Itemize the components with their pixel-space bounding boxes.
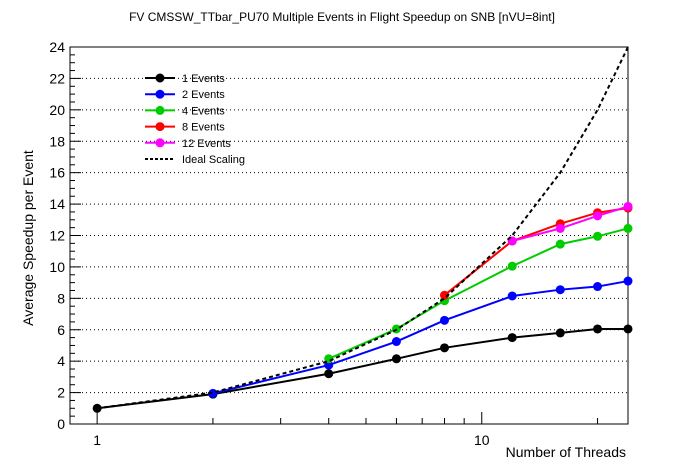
y-tick-label: 0 [57, 416, 65, 432]
data-point [439, 343, 449, 353]
data-point [507, 333, 517, 343]
y-tick-label: 4 [57, 353, 65, 369]
y-tick-label: 10 [49, 259, 65, 275]
series-line [212, 280, 629, 395]
data-point [555, 223, 565, 233]
series-12-events [507, 201, 633, 246]
legend-swatch-marker [155, 89, 165, 99]
legend-label: 4 Events [182, 105, 225, 117]
data-point [593, 282, 603, 292]
gridlines [70, 77, 628, 394]
plot-frame [69, 46, 629, 425]
legend-entry: 1 Events [145, 73, 225, 85]
data-point [555, 285, 565, 295]
data-point [507, 291, 517, 301]
x-tick-label: 1 [93, 432, 101, 448]
data-point [555, 239, 565, 249]
series-ideal-scaling [97, 46, 629, 410]
series-line [443, 207, 629, 296]
data-point [593, 231, 603, 241]
legend-entry: Ideal Scaling [145, 154, 245, 166]
data-point [391, 354, 401, 364]
x-axis-title: Number of Threads [506, 444, 626, 460]
data-point [324, 369, 334, 379]
legend-label: Ideal Scaling [182, 154, 245, 166]
legend-swatch-marker [155, 105, 165, 115]
y-axis-title: Average Speedup per Event [20, 150, 36, 326]
y-tick-label: 18 [49, 133, 65, 149]
y-tick-label: 20 [49, 102, 65, 118]
ideal-scaling-line [97, 46, 629, 410]
series-line [511, 205, 629, 242]
y-tick-label: 24 [49, 39, 65, 55]
legend-label: 8 Events [182, 122, 225, 134]
y-tick-label: 2 [57, 385, 65, 401]
chart-title: FV CMSSW_TTbar_PU70 Multiple Events in F… [129, 10, 555, 24]
data-point [507, 261, 517, 271]
y-tick-label: 14 [49, 196, 65, 212]
series-2-events [208, 276, 633, 398]
data-point [623, 276, 633, 286]
y-tick-label: 16 [49, 165, 65, 181]
x-tick-label: 10 [474, 432, 490, 448]
legend-label: 2 Events [182, 89, 225, 101]
legend-label: 1 Events [182, 73, 225, 85]
y-tick-label: 12 [49, 228, 65, 244]
data-point [623, 324, 633, 334]
data-point [593, 324, 603, 334]
data-point [439, 315, 449, 325]
data-point [324, 360, 334, 370]
data-point [623, 201, 633, 211]
series-line [328, 227, 629, 360]
data-point [92, 403, 102, 413]
legend: 1 Events 2 Events 4 Events 8 Events 12 Event… [145, 73, 245, 166]
series-1-events [92, 324, 633, 413]
series-line [97, 327, 628, 410]
y-tick-label: 6 [57, 322, 65, 338]
y-tick-label: 22 [49, 70, 65, 86]
legend-swatch-marker [155, 73, 165, 83]
legend-entry: 8 Events [145, 122, 225, 134]
legend-label: 12 Events [182, 138, 231, 150]
legend-entry: 4 Events [145, 105, 225, 117]
data-point [593, 211, 603, 221]
legend-entry: 2 Events [145, 89, 225, 101]
data-point [555, 328, 565, 338]
data-point [391, 337, 401, 347]
data-point [623, 223, 633, 233]
y-tick-label: 8 [57, 290, 65, 306]
legend-entry: 12 Events [145, 138, 231, 150]
legend-swatch-marker [155, 138, 165, 148]
plot-frame-rect [69, 46, 629, 425]
legend-swatch-marker [155, 122, 165, 132]
series-layer [92, 46, 633, 413]
